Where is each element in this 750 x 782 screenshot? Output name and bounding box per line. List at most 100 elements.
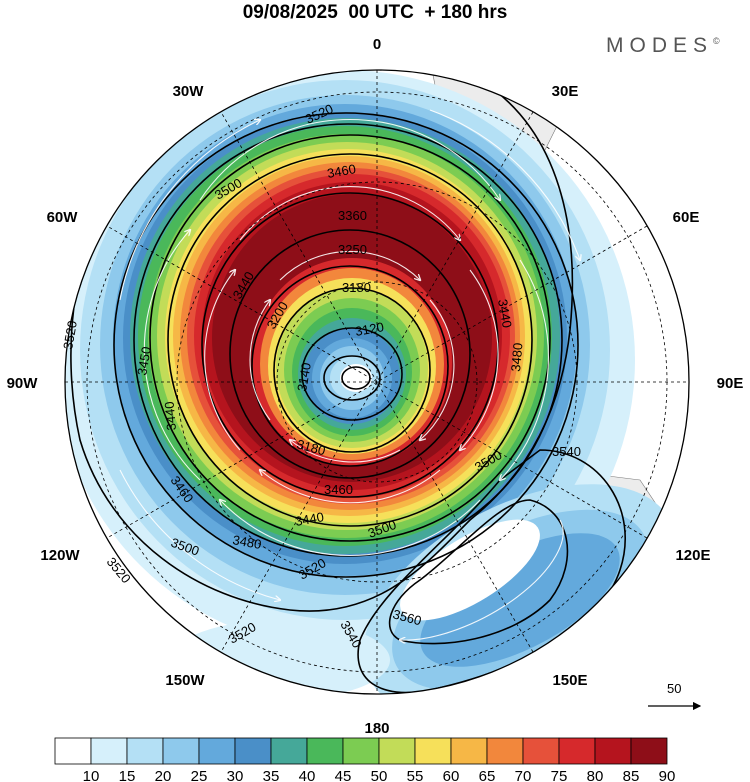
contour-3250 <box>229 229 471 479</box>
streamline-14 <box>429 109 580 260</box>
colorbar-box <box>558 737 596 765</box>
contour-label: 3120 <box>354 319 385 339</box>
streamline-4 <box>143 230 201 481</box>
contour-3500 <box>113 112 579 578</box>
streamline-15 <box>400 519 564 640</box>
contour-label: 3560 <box>391 606 423 628</box>
colorbar-tick-label: 65 <box>479 768 496 782</box>
lon-label-0: 0 <box>373 36 381 53</box>
lon-label-90w: 90W <box>7 375 39 392</box>
contour-label: 3460 <box>326 161 357 181</box>
contour-label: 3250 <box>338 242 367 257</box>
colorbar-tick-label: 70 <box>515 768 532 782</box>
colorbar-tick-label: 15 <box>119 768 136 782</box>
colorbar-box <box>630 737 668 765</box>
colorbar-tick-label: 50 <box>371 768 388 782</box>
contour-3140 <box>301 327 403 421</box>
meridian-60e-120w <box>106 225 648 539</box>
contour-label: 3440 <box>495 298 515 329</box>
streamline-9 <box>279 250 420 280</box>
colorbar-tick-label: 25 <box>191 768 208 782</box>
contour-label: 3520 <box>60 319 80 350</box>
polar-map: 0 30E 60E 90E 120E 150E 180 150W 120W 90… <box>7 36 744 737</box>
map-border <box>64 69 690 695</box>
meridian-150e-30w <box>220 111 534 653</box>
colorbar: 10 15 20 25 30 35 40 45 50 55 60 65 70 75 80 85 90 <box>54 737 676 782</box>
lon-label-30e: 30E <box>552 83 579 100</box>
graticule <box>65 70 689 694</box>
brand-name: MODES <box>606 34 714 57</box>
contour-label: 3180 <box>295 436 327 458</box>
colorbar-box <box>342 737 380 765</box>
colorbar-box <box>414 737 452 765</box>
lon-label-60w: 60W <box>47 209 79 226</box>
brand-mark: © <box>713 36 720 46</box>
contour-3120 <box>323 355 381 401</box>
colorbar-boxes <box>54 737 668 765</box>
colorbar-box <box>306 737 344 765</box>
lon-label-120e: 120E <box>675 547 710 564</box>
streamline-1 <box>199 118 500 200</box>
contour-label: 3480 <box>231 532 262 552</box>
brand-logo: MODES© <box>606 34 720 58</box>
lon-label-120w: 120W <box>40 547 80 564</box>
colorbar-tick-label: 35 <box>263 768 280 782</box>
shade-se-jet-30 <box>420 533 620 667</box>
lon-label-150w: 150W <box>165 672 205 689</box>
colorbar-tick-label: 20 <box>155 768 172 782</box>
contour-3180 <box>273 287 431 453</box>
vector-reference-label: 50 <box>667 681 681 696</box>
colorbar-ticks: 10 15 20 25 30 35 40 45 50 55 60 65 70 75 80 85 90 <box>83 768 676 782</box>
lon-label-30w: 30W <box>173 83 205 100</box>
colorbar-box <box>126 737 164 765</box>
streamline-12 <box>249 300 270 421</box>
colorbar-tick-label: 75 <box>551 768 568 782</box>
low-center <box>341 366 371 390</box>
colorbar-box <box>378 737 416 765</box>
colorbar-box <box>594 737 632 765</box>
wind-vectors <box>119 109 580 640</box>
colorbar-tick-label: 40 <box>299 768 316 782</box>
contour-label: 3440 <box>294 509 325 529</box>
colorbar-tick-label: 60 <box>443 768 460 782</box>
colorbar-tick-label: 45 <box>335 768 352 782</box>
contour-label: 3540 <box>552 444 581 459</box>
streamline-2 <box>500 259 549 480</box>
colorbar-tick-label: 10 <box>83 768 100 782</box>
streamline-10 <box>420 299 455 440</box>
lon-label-60e: 60E <box>673 209 700 226</box>
streamline-5 <box>239 186 460 240</box>
meridian-30e-150w <box>220 111 534 653</box>
lon-label-150e: 150E <box>552 672 587 689</box>
colorbar-box <box>270 737 308 765</box>
streamline-7 <box>260 470 441 504</box>
contour-label: 3450 <box>134 345 154 376</box>
colorbar-box <box>162 737 200 765</box>
contour-3440 <box>167 153 533 527</box>
colorbar-box <box>522 737 560 765</box>
meridian-120e-60w <box>106 225 648 539</box>
colorbar-box <box>486 737 524 765</box>
colorbar-box <box>90 737 128 765</box>
colorbar-box <box>198 737 236 765</box>
streamline-6 <box>460 269 499 450</box>
contour-label: 3440 <box>162 401 179 431</box>
colorbar-box <box>450 737 488 765</box>
streamline-13 <box>119 120 260 301</box>
contour-label: 3140 <box>294 361 314 392</box>
map-title: 09/08/2025 00 UTC + 180 hrs <box>242 2 508 23</box>
streamline-16 <box>119 469 280 600</box>
lon-label-180: 180 <box>364 720 389 737</box>
streamline-3 <box>220 500 481 557</box>
colorbar-tick-label: 80 <box>587 768 604 782</box>
lon-label-90e: 90E <box>717 375 744 392</box>
contour-label: 3360 <box>338 208 367 223</box>
colorbar-tick-label: 30 <box>227 768 244 782</box>
shade-se-calm <box>400 519 540 621</box>
contour-labels: 3520 3500 3460 3360 3250 3180 3200 3120 … <box>60 101 581 651</box>
contour-3200 <box>251 265 449 467</box>
colorbar-box <box>54 737 92 765</box>
colorbar-tick-label: 85 <box>623 768 640 782</box>
contour-label: 3480 <box>508 342 525 372</box>
contour-label: 3460 <box>324 482 353 497</box>
